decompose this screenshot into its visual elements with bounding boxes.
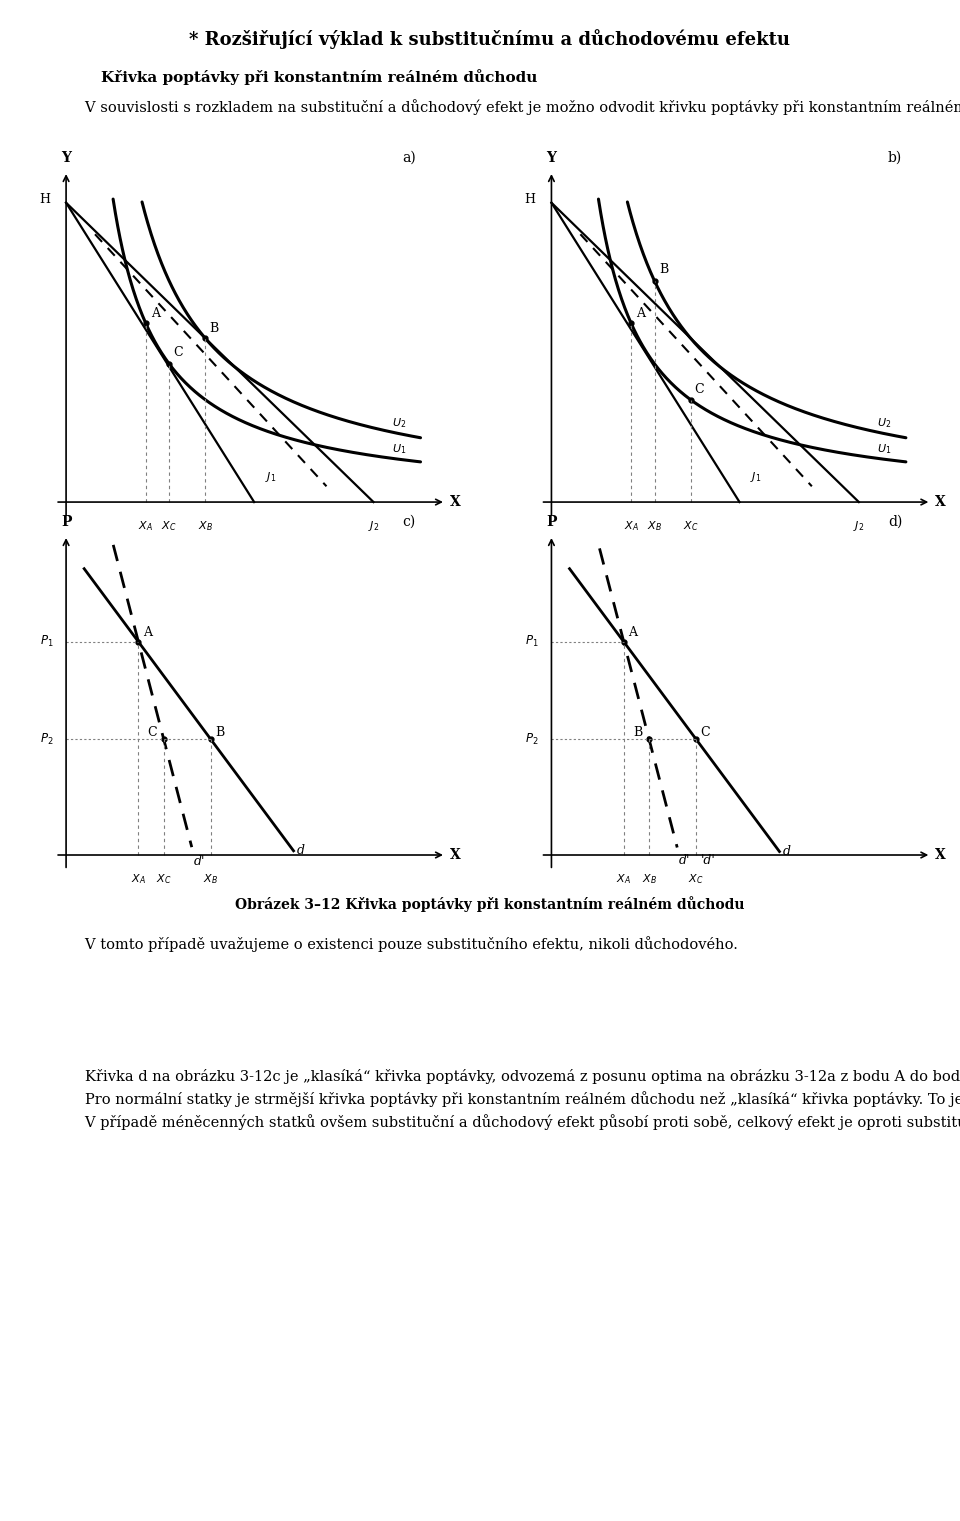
Text: C: C [701,726,710,739]
Text: a): a) [402,151,417,164]
Text: V souvislosti s rozkladem na substituční a důchodový efekt je možno odvodit křiv: V souvislosti s rozkladem na substituční… [48,99,960,116]
Text: $U_1$: $U_1$ [876,443,891,456]
Text: $P_1$: $P_1$ [40,634,54,649]
Text: Obrázek 3–12 Křivka poptávky při konstantním reálném důchodu: Obrázek 3–12 Křivka poptávky při konstan… [235,896,744,911]
Text: $X_A$: $X_A$ [616,872,632,885]
Text: $J_1$: $J_1$ [751,470,761,484]
Text: $X_B$: $X_B$ [647,519,662,534]
Text: V tomto případě uvažujeme o existenci pouze substitučního efektu, nikoli důchodo: V tomto případě uvažujeme o existenci po… [48,935,738,952]
Text: B: B [215,726,225,739]
Text: $J_1$: $J_1$ [265,470,276,484]
Text: C: C [694,383,704,397]
Text: X: X [935,494,946,510]
Text: $J_2$: $J_2$ [368,519,379,534]
Text: $X_C$: $X_C$ [161,519,177,534]
Text: $P_2$: $P_2$ [40,732,54,747]
Text: d': d' [194,855,204,868]
Text: Y: Y [546,151,557,164]
Text: C: C [173,345,182,359]
Text: $X_A$: $X_A$ [131,872,146,885]
Text: $U_2$: $U_2$ [392,415,406,429]
Text: Y: Y [61,151,71,164]
Text: $X_B$: $X_B$ [198,519,213,534]
Text: $X_B$: $X_B$ [641,872,657,885]
Text: 'd': 'd' [701,855,715,867]
Text: X: X [449,494,460,510]
Text: $X_C$: $X_C$ [688,872,704,885]
Text: $X_B$: $X_B$ [204,872,218,885]
Text: $X_A$: $X_A$ [624,519,638,534]
Text: B: B [209,322,219,335]
Text: $X_A$: $X_A$ [138,519,153,534]
Text: P: P [60,516,71,529]
Text: d: d [783,844,791,858]
Text: $J_2$: $J_2$ [853,519,865,534]
Text: d): d) [888,516,902,529]
Text: X: X [449,849,460,862]
Text: $X_C$: $X_C$ [156,872,172,885]
Text: C: C [148,726,157,739]
Text: b): b) [888,151,902,164]
Text: A: A [151,307,160,319]
Text: $P_2$: $P_2$ [525,732,539,747]
Text: * Rozšiřující výklad k substitučnímu a důchodovému efektu: * Rozšiřující výklad k substitučnímu a d… [189,29,790,49]
Text: Κřivka d na obrázku 3-12c je „klasíká“ křivka poptávky, odvozemá z posunu optima: Κřivka d na obrázku 3-12c je „klasíká“ k… [48,1068,960,1130]
Text: $P_1$: $P_1$ [525,634,539,649]
Text: $U_1$: $U_1$ [392,443,406,456]
Text: B: B [633,726,642,739]
Text: H: H [38,193,50,205]
Text: A: A [628,625,637,639]
Text: $X_C$: $X_C$ [683,519,699,534]
Text: d': d' [679,855,690,867]
Text: $U_2$: $U_2$ [876,415,891,429]
Text: P: P [546,516,557,529]
Text: A: A [636,307,645,319]
Text: B: B [659,263,668,277]
Text: Křivka poptávky při konstantním reálném důchodu: Křivka poptávky při konstantním reálném … [101,68,538,85]
Text: c): c) [402,516,416,529]
Text: d: d [298,844,305,856]
Text: H: H [524,193,535,205]
Text: A: A [143,625,152,639]
Text: X: X [935,849,946,862]
